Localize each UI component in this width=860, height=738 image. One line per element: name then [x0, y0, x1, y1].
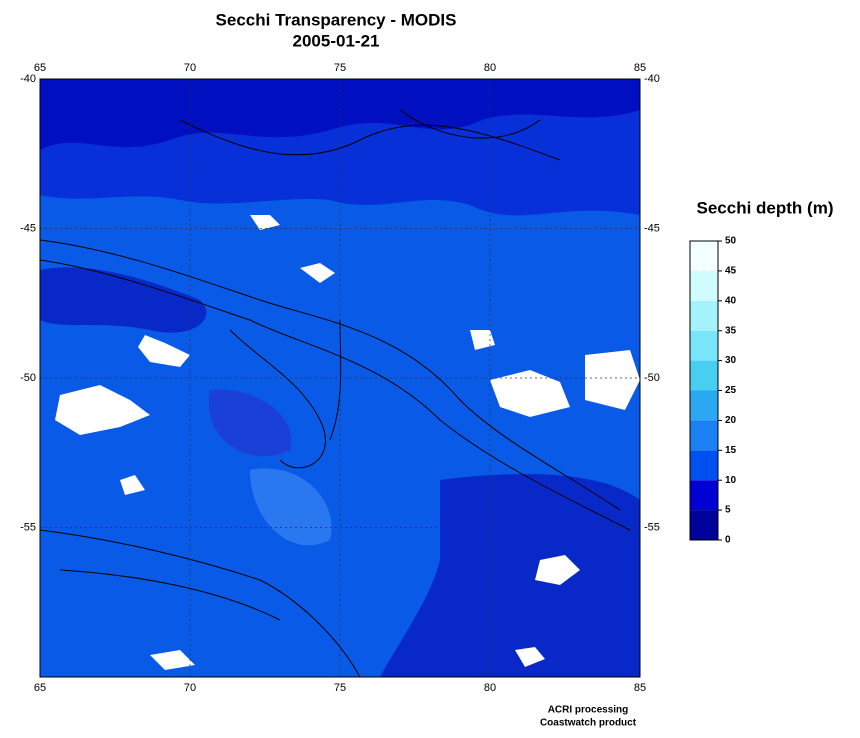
- colorbar-bin: [690, 241, 718, 271]
- colorbar-bin: [690, 390, 718, 421]
- colorbar-bin: [690, 360, 718, 391]
- colorbar-bin: [690, 480, 718, 511]
- colorbar-tick-label: 10: [725, 475, 737, 486]
- colorbar-bin: [690, 270, 718, 301]
- colorbar-tick-label: 30: [725, 355, 737, 366]
- map-frame: [39, 78, 641, 678]
- lon-tick-label: 70: [184, 62, 196, 74]
- lat-tick-label: -40: [20, 73, 36, 85]
- lon-tick-label: 65: [34, 682, 46, 694]
- lon-tick-label: 75: [334, 682, 346, 694]
- dark-patch: [40, 267, 207, 333]
- colorbar-title: Secchi depth (m): [697, 198, 834, 217]
- lat-tick-label: -55: [644, 521, 660, 533]
- lon-tick-label: 80: [484, 62, 496, 74]
- light-patch: [250, 468, 332, 546]
- colorbar-bin: [690, 510, 718, 540]
- dark-patch: [380, 474, 640, 677]
- lon-tick-label: 85: [634, 682, 646, 694]
- lat-tick-label: -40: [644, 73, 660, 85]
- cloud-mask: [55, 215, 640, 670]
- colorbar-bin: [690, 420, 718, 451]
- colorbar-bin: [690, 330, 718, 361]
- lat-tick-label: -50: [20, 372, 36, 384]
- colorbar-tick-label: 50: [725, 236, 737, 247]
- lat-tick-label: -45: [20, 222, 36, 234]
- colorbar-tick-label: 35: [725, 325, 737, 336]
- bathymetry-contours: [39, 109, 631, 678]
- dark-patch: [208, 389, 292, 457]
- lat-tick-label: -55: [20, 521, 36, 533]
- colorbar-bin: [690, 450, 718, 481]
- lon-tick-label: 65: [34, 62, 46, 74]
- colorbar-tick-label: 45: [725, 266, 737, 277]
- lon-tick-label: 75: [334, 62, 346, 74]
- colorbar-tick-label: 0: [725, 535, 731, 546]
- lon-tick-label: 85: [634, 62, 646, 74]
- colorbar-tick-label: 5: [725, 505, 731, 516]
- lon-tick-label: 80: [484, 682, 496, 694]
- lon-tick-label: 70: [184, 682, 196, 694]
- colorbar-tick-label: 25: [725, 385, 737, 396]
- footer: Coastwatch product: [540, 718, 637, 729]
- title: Secchi Transparency - MODIS: [216, 10, 457, 29]
- colorbar-tick-label: 15: [725, 445, 737, 456]
- colorbar-tick-label: 20: [725, 415, 737, 426]
- lat-tick-label: -50: [644, 372, 660, 384]
- colorbar-tick-label: 40: [725, 295, 737, 306]
- lat-tick-label: -45: [644, 222, 660, 234]
- footer: ACRI processing: [548, 705, 629, 716]
- colorbar-bin: [690, 300, 718, 331]
- subtitle: 2005-01-21: [293, 31, 380, 50]
